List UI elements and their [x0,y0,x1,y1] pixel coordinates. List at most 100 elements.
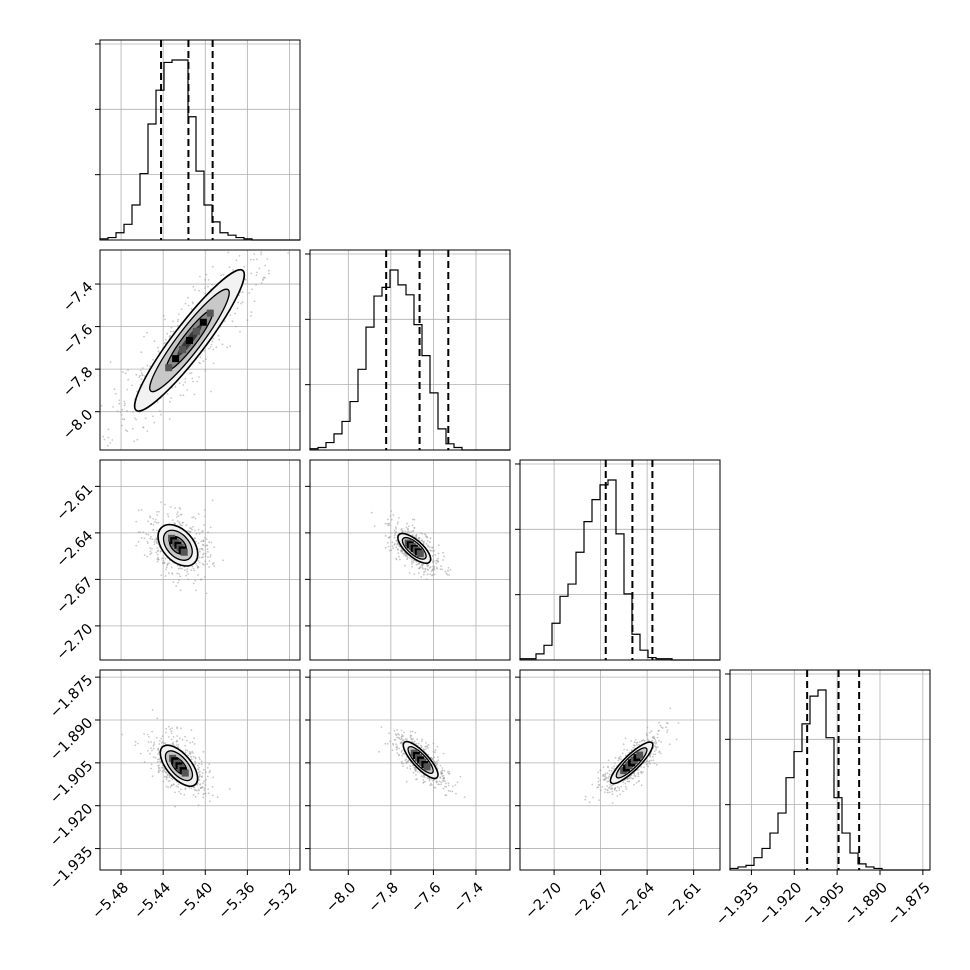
sample-point [212,337,215,340]
sample-point [390,510,393,512]
sample-point [648,731,651,734]
sample-point [143,732,146,735]
sample-point [241,301,244,303]
sample-point [208,541,211,544]
sample-point [118,399,121,402]
sample-point [417,563,420,565]
sample-point [597,783,600,786]
sample-point [95,442,97,444]
sample-point [392,547,394,550]
sample-point [194,517,197,520]
sample-point [640,772,643,775]
sample-point [109,442,112,444]
sample-point [640,784,643,787]
sample-point [184,744,187,747]
sample-point [602,778,605,781]
sample-point [149,553,152,556]
sample-point [156,401,159,403]
sample-point [198,776,200,779]
sample-point [167,515,170,518]
sample-point [177,743,180,746]
sample-point [124,455,126,457]
sample-point [200,776,203,778]
sample-point [202,539,205,541]
sample-point [186,570,189,573]
sample-point [602,774,605,777]
sample-point [92,443,94,445]
sample-point [211,499,214,502]
sample-point [442,559,445,561]
sample-point [77,465,79,467]
sample-point [392,743,395,746]
sample-point [196,565,199,567]
density-cell [206,309,214,317]
sample-point [439,568,442,571]
sample-point [637,780,640,783]
sample-point [393,543,396,545]
sample-point [436,780,438,783]
sample-point [109,361,112,364]
sample-point [258,267,261,270]
sample-point [212,794,214,797]
sample-point [240,302,242,305]
sample-point [149,752,151,755]
sample-point [222,559,224,562]
sample-point [200,763,203,766]
sample-point [197,788,200,791]
sample-point [209,554,212,556]
sample-point [158,510,160,513]
x-tick-label: −7.4 [451,880,487,916]
sample-point [107,444,109,447]
y-tick-label: −2.64 [54,528,97,571]
sample-point [408,531,411,534]
sample-point [669,707,672,710]
sample-point [139,369,142,372]
sample-point [415,534,417,537]
sample-point [397,521,399,523]
sample-point [442,551,445,554]
sample-point [152,756,155,758]
sample-point [394,531,397,534]
sample-point [229,345,232,348]
sample-point [250,315,252,317]
sample-point [211,265,214,268]
sample-point [408,557,411,559]
sample-point [386,523,388,525]
sample-point [650,759,653,762]
sample-point [441,769,444,772]
y-tick-label: −1.890 [47,715,96,764]
sample-point [248,292,251,294]
sample-point [658,729,660,732]
sample-point [194,760,196,763]
panel-frame [99,669,301,871]
sample-point [616,795,619,797]
sample-point [411,518,414,521]
sample-point [417,742,420,745]
sample-point [442,752,445,755]
sample-point [447,569,449,572]
sample-point [190,569,193,571]
sample-point [154,518,157,521]
sample-point [138,376,141,378]
sample-point [153,340,156,343]
sample-point [260,282,263,284]
sample-point [193,537,196,540]
sample-point [648,759,651,762]
sample-point [107,436,110,439]
sample-point [640,766,642,768]
sample-point [164,575,167,577]
sample-point [421,532,424,535]
sample-point [173,744,175,747]
sample-point [606,772,609,775]
sample-point [654,740,657,742]
sample-point [253,253,256,255]
sample-point [178,506,181,509]
histogram-step [309,269,510,451]
sample-point [204,278,207,281]
sample-point [178,313,180,316]
sample-point [611,802,614,804]
sample-point [431,549,434,552]
sample-point [198,548,201,551]
sample-point [155,529,158,532]
sample-point [646,738,649,740]
